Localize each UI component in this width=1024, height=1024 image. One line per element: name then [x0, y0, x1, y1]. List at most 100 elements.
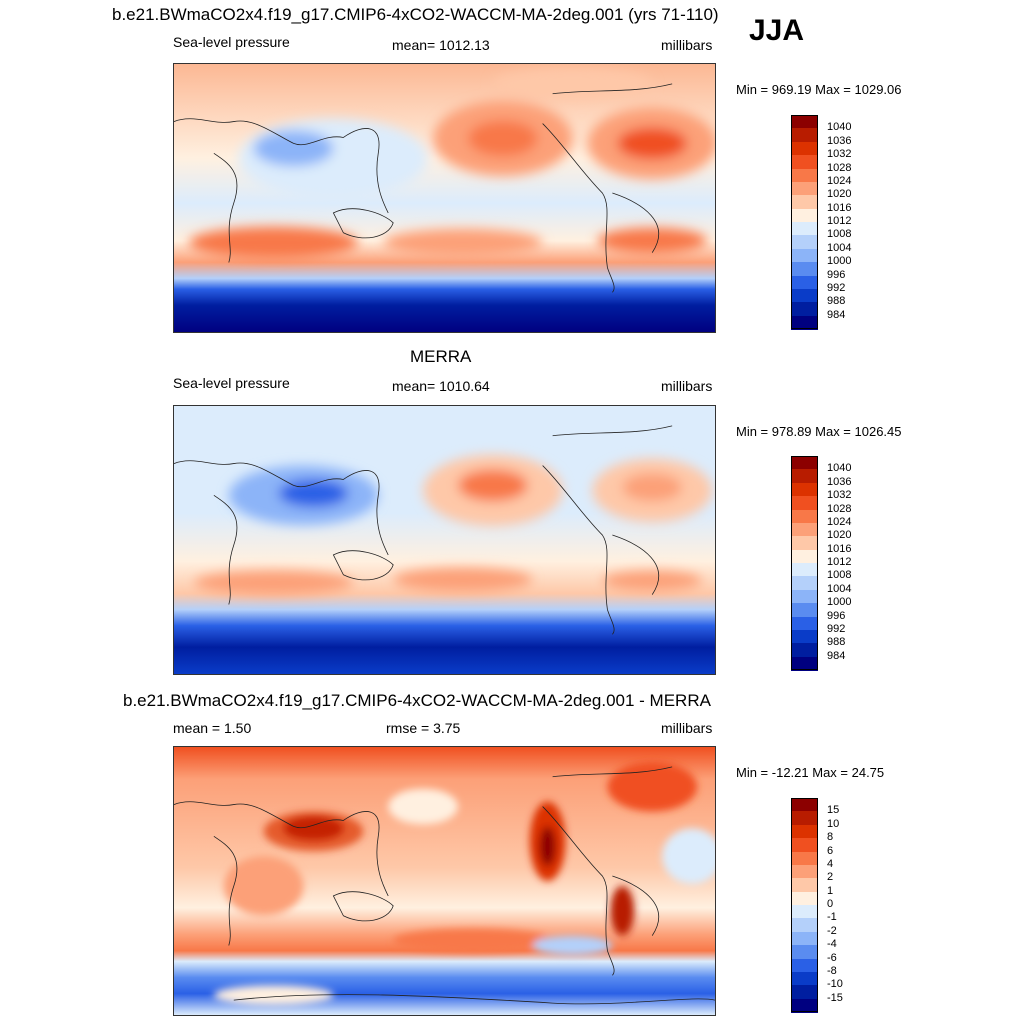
- panel3-colorbar-swatch: [791, 905, 818, 919]
- panel1-variable-label: Sea-level pressure: [173, 34, 290, 50]
- panel2-colorbar-tick-label: 1040: [827, 462, 852, 475]
- panel3-map-field: [174, 747, 715, 1015]
- panel3-mean-label: mean = 1.50: [173, 720, 252, 736]
- panel3-colorbar-tick-label: 1: [827, 884, 834, 897]
- panel1-colorbar-swatch: [791, 288, 818, 303]
- panel2-colorbar-swatch: [791, 536, 818, 551]
- panel1-colorbar-tick-label: 1020: [827, 188, 852, 201]
- panel1-colorbar-tick-label: 1004: [827, 241, 852, 254]
- panel1-colorbar-swatch: [791, 262, 818, 276]
- panel1-colorbar-tick-label: 996: [827, 268, 846, 281]
- panel3-map: [173, 746, 716, 1016]
- panel2-colorbar-swatch: [791, 522, 818, 537]
- panel1-colorbar-tick-label: 1000: [827, 255, 852, 268]
- panel1-units-label: millibars: [661, 37, 713, 53]
- panel1-colorbar-tick-label: 1032: [827, 148, 852, 161]
- panel1-colorbar-tick-label: 984: [827, 308, 846, 321]
- panel2-colorbar-swatch: [791, 589, 818, 604]
- panel1-colorbar-swatch: [791, 195, 818, 210]
- panel1-colorbar-tick-label: 1016: [827, 201, 852, 214]
- panel2-colorbar-tick-label: 988: [827, 636, 846, 649]
- panel1-minmax: Min = 969.19 Max = 1029.06: [736, 82, 902, 97]
- panel1-colorbar-swatch: [791, 155, 818, 169]
- panel2-colorbar-tick-label: 1020: [827, 529, 852, 542]
- panel2-colorbar-tick-label: 1004: [827, 582, 852, 595]
- panel3-colorbar-tick-label: -6: [827, 951, 837, 964]
- panel1-map: [173, 63, 716, 333]
- panel2-variable-label: Sea-level pressure: [173, 375, 290, 391]
- panel1-colorbar-swatch: [791, 235, 818, 250]
- panel3-colorbar-tick-label: 6: [827, 844, 834, 857]
- panel2-map-field: [174, 406, 715, 674]
- panel1-colorbar-tick-label: 1008: [827, 228, 852, 241]
- panel3-colorbar-tick-label: 0: [827, 898, 834, 910]
- panel2-title: MERRA: [410, 347, 472, 366]
- panel1-colorbar-tick-label: 1024: [827, 174, 852, 187]
- panel1-colorbar-tick-label: 1036: [827, 134, 852, 147]
- panel1-colorbar-swatch: [791, 302, 818, 317]
- panel2-colorbar-tick-label: 984: [827, 649, 846, 662]
- panel3-colorbar: [791, 798, 818, 1013]
- panel3-colorbar-tick-label: -10: [827, 978, 843, 991]
- panel2-colorbar-swatch: [791, 469, 818, 484]
- panel1-colorbar-tick-label: 1028: [827, 161, 852, 174]
- panel1-colorbar-swatch: [791, 115, 818, 129]
- panel2-colorbar-swatch: [791, 549, 818, 564]
- panel2-colorbar-frame: [791, 456, 818, 670]
- panel2-colorbar-swatch: [791, 509, 818, 524]
- panel2-colorbar-swatch: [791, 563, 818, 577]
- panel1-colorbar-swatch: [791, 222, 818, 236]
- panel3-units-label: millibars: [661, 720, 713, 736]
- panel2-colorbar-swatch: [791, 656, 818, 671]
- panel2-colorbar-tick-label: 1008: [827, 569, 852, 582]
- panel2-colorbar: [791, 456, 818, 671]
- panel3-colorbar-swatch: [791, 998, 818, 1013]
- panel2-colorbar-tick-label: 1036: [827, 475, 852, 488]
- panel1-map-field: [174, 64, 715, 332]
- panel3-colorbar-tick-label: 2: [827, 871, 834, 884]
- panel3-colorbar-swatch: [791, 878, 818, 893]
- panel1-colorbar-swatch: [791, 208, 818, 223]
- panel2-colorbar-tick-label: 1000: [827, 596, 852, 609]
- panel3-colorbar-swatch: [791, 958, 818, 973]
- panel3-colorbar-tick-label: -15: [827, 991, 843, 1004]
- panel3-colorbar-swatch: [791, 838, 818, 852]
- panel2-colorbar-swatch: [791, 456, 818, 470]
- panel2-minmax: Min = 978.89 Max = 1026.45: [736, 424, 902, 439]
- panel2-colorbar-tick-label: 996: [827, 609, 846, 622]
- panel3-colorbar-swatch: [791, 864, 818, 879]
- panel3-colorbar-swatch: [791, 811, 818, 826]
- panel2-colorbar-swatch: [791, 616, 818, 631]
- panel3-colorbar-swatch: [791, 891, 818, 906]
- panel3-colorbar-swatch: [791, 985, 818, 1000]
- panel3-colorbar-tick-label: 4: [827, 857, 834, 870]
- panel1-colorbar-swatch: [791, 248, 818, 263]
- season-label: JJA: [749, 14, 805, 47]
- panel3-rmse-label: rmse = 3.75: [386, 720, 461, 736]
- panel2-mean-label: mean= 1010.64: [392, 378, 490, 394]
- panel1-colorbar-swatch: [791, 315, 818, 330]
- panel3-colorbar-swatch: [791, 931, 818, 946]
- panel3-coastlines: [174, 766, 715, 1005]
- panel2-map: [173, 405, 716, 675]
- panel2-colorbar-swatch: [791, 576, 818, 591]
- panel3-colorbar-tick-label: -1: [827, 911, 837, 924]
- panel2-colorbar-tick-label: 992: [827, 622, 846, 635]
- panel2-colorbar-tick-label: 1032: [827, 489, 852, 502]
- panel1-colorbar-frame: [791, 115, 818, 329]
- panel1-colorbar: [791, 115, 818, 330]
- panel1-colorbar-swatch: [791, 141, 818, 156]
- panel3-colorbar-swatch: [791, 798, 818, 812]
- panel2-colorbar-tick-label: 1024: [827, 515, 852, 528]
- panel3-colorbar-tick-label: -2: [827, 924, 837, 937]
- panel1-colorbar-tick-label: 1040: [827, 121, 852, 134]
- panel3-colorbar-swatch: [791, 945, 818, 959]
- panel3-colorbar-swatch: [791, 824, 818, 839]
- panel1-colorbar-swatch: [791, 275, 818, 290]
- panel3-colorbar-tick-label: 15: [827, 804, 840, 817]
- panel2-units-label: millibars: [661, 378, 713, 394]
- panel1-colorbar-swatch: [791, 128, 818, 143]
- panel2-colorbar-swatch: [791, 629, 818, 644]
- panel3-colorbar-tick-label: 8: [827, 831, 834, 844]
- panel2-colorbar-swatch: [791, 603, 818, 617]
